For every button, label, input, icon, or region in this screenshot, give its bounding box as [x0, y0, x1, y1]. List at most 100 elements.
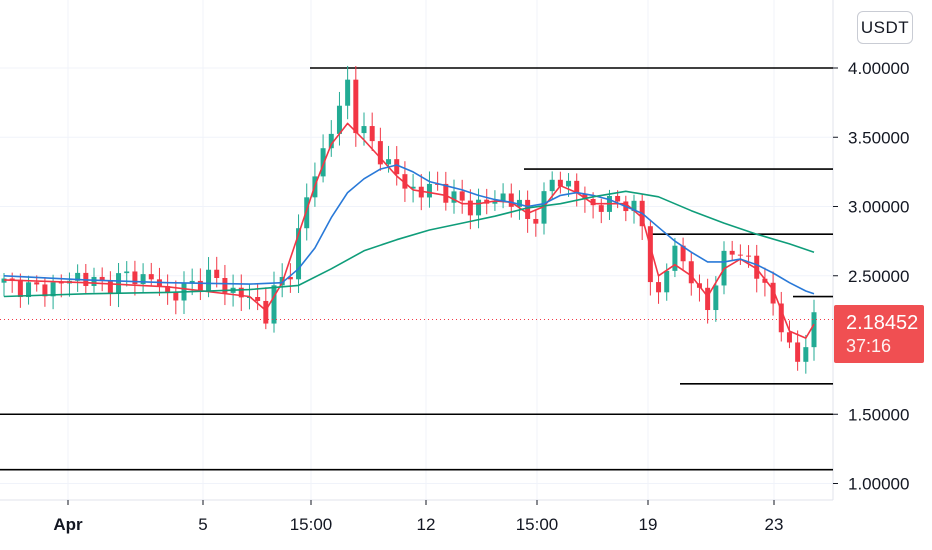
candle — [672, 237, 678, 278]
candle — [459, 179, 465, 214]
candle — [369, 112, 375, 151]
candle — [255, 283, 261, 311]
candle — [574, 173, 580, 207]
price-tick-label: 1.00000 — [848, 475, 909, 494]
candle-body — [238, 287, 244, 298]
currency-selector-button[interactable]: USDT — [857, 11, 913, 44]
candle-body — [328, 133, 334, 149]
series-ema-fast-line — [3, 122, 815, 339]
candle-body — [296, 228, 302, 280]
price-tick-label: 4.00000 — [848, 59, 909, 78]
candle-body — [132, 271, 138, 285]
candle-body — [737, 254, 743, 256]
candle-body — [795, 342, 801, 362]
time-tick-label: 23 — [765, 515, 784, 534]
candle-body — [173, 292, 179, 301]
candle-body — [124, 271, 130, 274]
candle-body — [50, 282, 56, 297]
candle-body — [426, 183, 432, 198]
candle — [582, 186, 588, 213]
candle-body — [304, 197, 310, 229]
candle-body — [467, 200, 473, 216]
candle-body — [42, 284, 48, 297]
candle-body — [75, 272, 81, 281]
candle — [345, 65, 351, 120]
candle-body — [516, 199, 522, 207]
candle-body — [786, 332, 792, 343]
candle — [786, 320, 792, 349]
candle-body — [116, 273, 122, 294]
candle-body — [713, 285, 719, 311]
candle — [770, 271, 776, 316]
candle — [795, 330, 801, 371]
candle — [426, 171, 432, 208]
candle — [140, 263, 146, 293]
candle — [132, 260, 138, 296]
candle — [549, 171, 555, 199]
candle-body — [418, 186, 424, 198]
candle-body — [500, 193, 506, 201]
candle — [557, 171, 563, 194]
candle-body — [566, 180, 572, 187]
candle-body — [255, 297, 261, 301]
candle-body — [361, 126, 367, 134]
candle — [533, 209, 539, 237]
candle-body — [778, 303, 784, 333]
candle — [762, 267, 768, 297]
candle-body — [369, 126, 375, 142]
candle — [410, 173, 416, 203]
candle — [451, 179, 457, 214]
candle-body — [165, 286, 171, 293]
candle-body — [582, 193, 588, 199]
candle-body — [91, 276, 97, 286]
candle — [214, 256, 220, 288]
candle-body — [271, 285, 277, 324]
time-axis[interactable]: Apr 5 15:00 12 15:00 19 23 — [53, 500, 783, 534]
candle-body — [9, 278, 15, 280]
candle — [75, 264, 81, 292]
candle-body — [672, 245, 678, 271]
candle — [328, 120, 334, 157]
chart-grid — [0, 0, 834, 501]
candle — [296, 214, 302, 294]
candle-body — [353, 79, 359, 134]
candle-body — [206, 269, 212, 292]
candle-body — [336, 105, 342, 134]
candle-body — [590, 198, 596, 206]
candle-body — [17, 279, 23, 298]
candle-body — [680, 245, 686, 262]
candle — [99, 267, 105, 292]
candle — [222, 264, 228, 306]
currency-label: USDT — [860, 17, 910, 37]
candle-body — [459, 191, 465, 201]
candle-body — [811, 312, 817, 348]
candle-body — [762, 278, 768, 283]
candle — [623, 195, 629, 222]
candle-body — [214, 269, 220, 278]
candle-body — [386, 159, 392, 165]
candle — [443, 171, 449, 211]
candle-body — [197, 280, 203, 292]
candle-body — [647, 226, 653, 283]
candle-body — [148, 274, 154, 280]
candle-body — [533, 218, 539, 224]
candle-body — [574, 180, 580, 194]
series-ma-slow-line — [3, 190, 815, 298]
candle-body — [631, 200, 637, 212]
candle — [656, 274, 662, 304]
candle — [124, 261, 130, 287]
time-tick-label: Apr — [53, 515, 83, 534]
time-tick-label: 19 — [639, 515, 658, 534]
candle — [688, 252, 694, 296]
candle — [598, 198, 604, 224]
price-axis[interactable]: 4.00000 3.50000 3.00000 2.50000 1.50000 1.000… — [833, 59, 909, 494]
horizontal-levels — [0, 67, 833, 471]
candle-body — [615, 195, 621, 202]
candle-body — [729, 250, 735, 255]
candle-body — [549, 179, 555, 192]
candle-body — [443, 183, 449, 203]
candle — [107, 271, 113, 306]
candle-body — [402, 174, 408, 189]
candle — [336, 91, 342, 146]
